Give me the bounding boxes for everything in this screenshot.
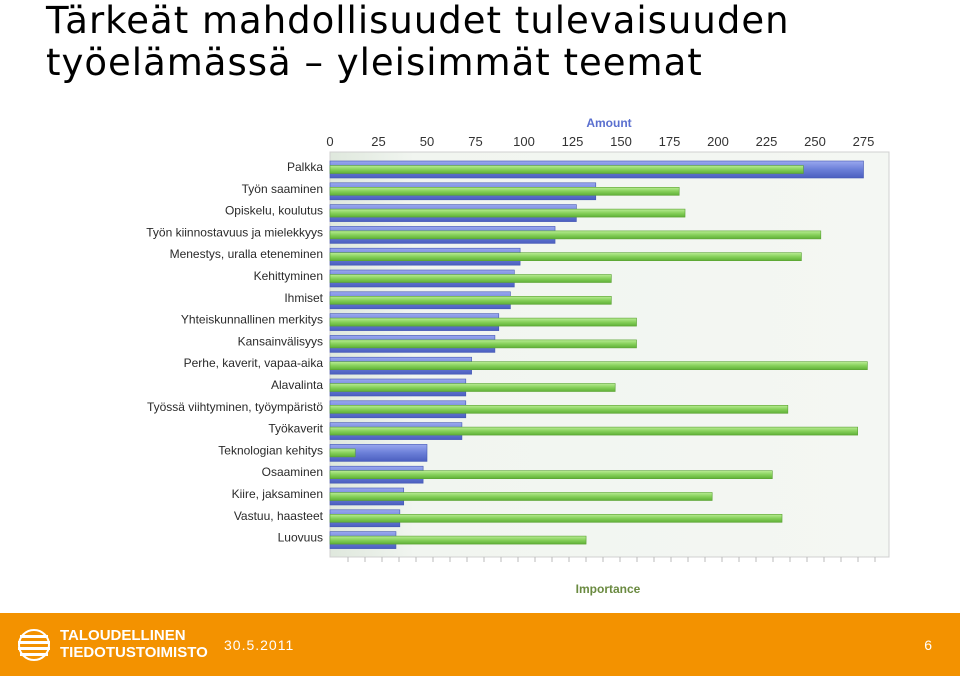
bar-series1-16 <box>329 513 783 523</box>
x-tick-label-3: 75 <box>468 134 482 149</box>
organization-name: TALOUDELLINEN TIEDOTUSTOIMISTO <box>60 627 208 661</box>
bar-chart: Amount Importance 0 25 50 75 100 125 150 175 200… <box>146 116 890 596</box>
y-axis-title: Importance <box>576 582 641 596</box>
category-labels: Palkka Työn saaminen Opiskelu, koulutus Työ… <box>146 160 323 545</box>
bar-series1-9 <box>329 361 868 371</box>
organization-logo: TALOUDELLINEN TIEDOTUSTOIMISTO <box>16 625 208 665</box>
x-tick-label-6: 150 <box>610 134 632 149</box>
footer-date: 30.5.2011 <box>224 637 295 653</box>
bar-series1-14 <box>329 470 773 480</box>
slide-title: Tärkeät mahdollisuudet tulevaisuuden työ… <box>46 0 946 84</box>
bar-series1-2 <box>329 208 686 218</box>
x-tick-label-5: 125 <box>562 134 584 149</box>
x-tick-label-4: 100 <box>513 134 535 149</box>
bar-series1-11 <box>329 404 789 414</box>
organization-name-line-2: TIEDOTUSTOIMISTO <box>60 644 208 661</box>
bar-series1-4 <box>329 252 802 261</box>
category-label-3: Työn kiinnostavuus ja mielekkyys <box>146 225 323 239</box>
category-label-10: Alavalinta <box>271 378 323 392</box>
slide-title-line-1: Tärkeät mahdollisuudet tulevaisuuden <box>46 0 790 42</box>
bar-series1-0 <box>329 165 804 174</box>
category-label-6: Ihmiset <box>284 291 323 305</box>
x-tick-label-0: 0 <box>326 134 333 149</box>
logo-emblem-icon <box>18 629 50 661</box>
x-tick-label-1: 25 <box>371 134 385 149</box>
category-label-4: Menestys, uralla eteneminen <box>170 247 323 261</box>
category-label-8: Kansainvälisyys <box>238 334 323 348</box>
bar-series1-10 <box>329 383 616 392</box>
bottom-minor-ticks <box>347 557 876 562</box>
category-label-17: Luovuus <box>278 531 323 545</box>
category-label-5: Kehittyminen <box>254 269 323 283</box>
x-tick-label-8: 200 <box>707 134 729 149</box>
bar-series1-15 <box>329 492 713 501</box>
footer-bar: TALOUDELLINEN TIEDOTUSTOIMISTO 30.5.2011… <box>0 613 960 676</box>
category-label-12: Työkaverit <box>268 422 323 436</box>
slide-title-line-2: työelämässä – yleisimmät teemat <box>46 41 703 84</box>
category-label-16: Vastuu, haasteet <box>234 509 324 523</box>
category-label-11: Työssä viihtyminen, työympäristö <box>147 400 323 414</box>
category-label-14: Osaaminen <box>262 465 323 479</box>
bar-series1-8 <box>329 339 637 349</box>
x-tick-label-7: 175 <box>659 134 681 149</box>
category-label-1: Työn saaminen <box>242 182 323 196</box>
bar-series <box>329 160 868 549</box>
x-tick-labels: 0 25 50 75 100 125 150 175 200 225 250 275 <box>326 134 874 149</box>
organization-name-line-1: TALOUDELLINEN <box>60 627 186 644</box>
category-label-15: Kiire, jaksaminen <box>232 487 323 501</box>
bar-series1-17 <box>329 535 587 545</box>
bar-series1-7 <box>329 317 637 327</box>
bar-series1-1 <box>329 187 680 196</box>
bar-series1-13 <box>329 448 356 458</box>
x-tick-label-10: 250 <box>804 134 826 149</box>
x-axis-title: Amount <box>586 116 631 130</box>
x-tick-label-11: 275 <box>853 134 875 149</box>
category-label-0: Palkka <box>287 160 323 174</box>
page-number: 6 <box>924 637 932 653</box>
x-tick-label-2: 50 <box>420 134 434 149</box>
bar-series1-6 <box>329 295 612 305</box>
bar-series1-12 <box>329 426 858 436</box>
x-tick-label-9: 225 <box>756 134 778 149</box>
category-label-9: Perhe, kaverit, vapaa-aika <box>184 356 324 370</box>
category-label-2: Opiskelu, koulutus <box>225 204 323 218</box>
bar-series1-5 <box>329 274 612 283</box>
bar-series1-3 <box>329 230 822 240</box>
category-label-13: Teknologian kehitys <box>218 443 323 457</box>
category-label-7: Yhteiskunnallinen merkitys <box>181 313 323 327</box>
